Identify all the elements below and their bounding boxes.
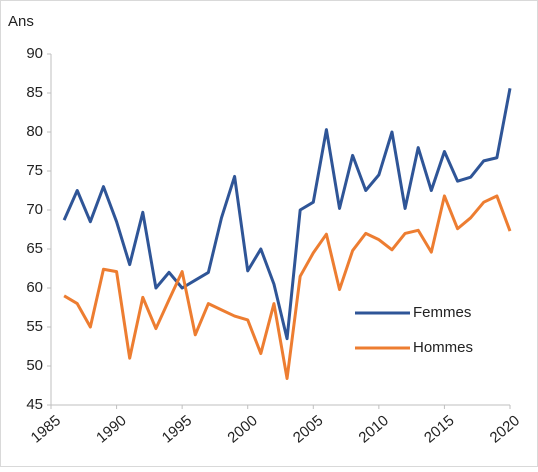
y-tick-label: 80 [26, 123, 43, 140]
y-tick-label: 55 [26, 318, 43, 335]
y-tick-label: 65 [26, 240, 43, 257]
legend-label: Hommes [413, 339, 473, 356]
y-tick-label: 85 [26, 84, 43, 101]
y-tick-label: 50 [26, 357, 43, 374]
series-line [62, 88, 512, 341]
y-tick-label: 90 [26, 45, 43, 62]
series-line [63, 194, 512, 380]
y-tick-label: 60 [26, 279, 43, 296]
legend-label: Femmes [413, 304, 471, 321]
y-axis-label: Ans [8, 13, 34, 30]
y-tick-label: 70 [26, 201, 43, 218]
y-tick-label: 45 [26, 396, 43, 413]
y-tick-label: 75 [26, 162, 43, 179]
